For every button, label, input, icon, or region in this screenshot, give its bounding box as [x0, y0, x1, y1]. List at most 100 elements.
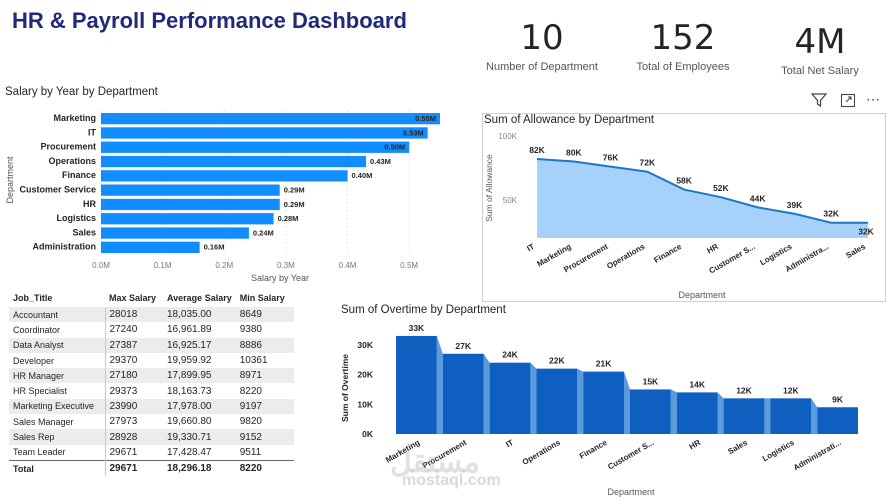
kpi-net-salary-label: Total Net Salary [781, 65, 859, 77]
min-salary-cell: 9197 [235, 398, 294, 415]
bar-connector [764, 398, 771, 434]
bar [489, 362, 531, 434]
data-label: 0.29M [284, 186, 305, 195]
allowance-chart-title: Sum of Allowance by Department [484, 114, 655, 126]
x-tick-label: Finance [652, 242, 683, 265]
category-label: HR [83, 199, 96, 209]
bar [770, 398, 812, 434]
category-label: Operations [48, 156, 96, 166]
min-salary-cell: 8886 [235, 337, 294, 353]
overtime-by-department-chart: 0K10K20K30K33KMarketing27KProcurement24K… [340, 323, 858, 497]
bar [396, 335, 437, 434]
x-tick-label: HR [705, 242, 720, 256]
table-row: HR Specialist 29373 18,163.73 8220 [9, 383, 294, 399]
x-axis-title: Department [678, 290, 726, 300]
watermark-url: mostaql.com [402, 472, 501, 489]
min-salary-cell: 8220 [239, 385, 262, 397]
bar [101, 227, 249, 239]
min-salary-cell: 10361 [239, 355, 268, 367]
bar-connector [811, 398, 818, 434]
average-salary-cell: 17,899.95 [163, 368, 236, 384]
min-salary-cell: 9820 [239, 416, 262, 428]
x-tick-label: IT [504, 438, 515, 449]
data-label: 0.24M [253, 228, 274, 237]
allowance-by-department-chart: 50K100K82KIT80KMarketing76KProcurement72… [484, 132, 875, 300]
category-label: IT [88, 127, 97, 137]
average-salary-cell: 17,978.00 [163, 398, 236, 415]
table-row: Sales Manager 27973 19,660.80 9820 [9, 414, 294, 430]
min-salary-cell: 9152 [235, 429, 294, 445]
data-label: 12K [783, 385, 799, 395]
table-row: Developer 29370 19,959.92 10361 [9, 352, 294, 369]
column-header-min-salary[interactable]: Min Salary [239, 293, 285, 303]
more-options-icon[interactable]: ⋯ [866, 91, 880, 107]
job-title-cell: Data Analyst [9, 337, 106, 353]
bar [817, 407, 858, 434]
max-salary-cell: 29671 [109, 446, 138, 458]
max-salary-cell: 29373 [109, 385, 138, 397]
job-title-cell: Marketing Executive [9, 398, 106, 415]
table-row: Coordinator 27240 16,961.89 9380 [9, 322, 294, 338]
table-row: Sales Rep 28928 19,330.71 9152 [9, 429, 294, 445]
data-label: 0.53M [403, 128, 424, 137]
area-line [536, 157, 868, 224]
filter-icon[interactable] [810, 92, 828, 113]
data-label: 12K [736, 385, 752, 395]
x-tick-label: Customer S... [606, 438, 655, 472]
x-tick-label: 0.2M [215, 261, 233, 270]
data-label: 72K [640, 158, 656, 168]
x-tick-label: 0.1M [154, 261, 172, 270]
category-label: Procurement [40, 142, 96, 152]
bar [630, 389, 671, 434]
bar [676, 392, 718, 434]
data-label: 82K [529, 145, 545, 155]
bar [101, 155, 367, 168]
y-tick-label: 100K [498, 132, 517, 141]
bar-connector [670, 389, 677, 434]
data-label: 32K [823, 209, 839, 219]
x-tick-label: HR [688, 438, 703, 452]
salary-by-job-table: Job_Title Max Salary Average Salary Min … [9, 289, 294, 477]
x-tick-label: 0.0M [92, 261, 110, 270]
area-fill [537, 158, 868, 238]
data-label: 0.28M [278, 214, 299, 223]
job-title-cell: Team Leader [9, 444, 106, 461]
y-tick-label: 20K [357, 370, 373, 380]
data-label: 24K [502, 350, 518, 360]
x-axis-title: Salary by Year [251, 273, 309, 283]
kpi-employees-value: 152 [650, 18, 716, 58]
data-label: 58K [676, 176, 692, 186]
average-salary-cell: 17,428.47 [167, 446, 212, 458]
data-label: 9K [832, 394, 844, 404]
y-tick-label: 50K [503, 196, 518, 205]
focus-mode-icon[interactable] [840, 93, 856, 113]
x-tick-label: Operations [605, 242, 647, 271]
bar [101, 113, 440, 125]
column-header-max-salary[interactable]: Max Salary [109, 293, 157, 303]
x-tick-label: 0.5M [400, 261, 418, 270]
table-row: Accountant 28018 18,035.00 8649 [9, 307, 294, 323]
x-tick-label: 0.4M [339, 261, 357, 270]
min-salary-cell: 9511 [239, 446, 262, 458]
data-label: 39K [787, 200, 803, 210]
column-header-job-title[interactable]: Job_Title [13, 293, 53, 303]
bar [101, 198, 280, 211]
job-title-cell: Developer [9, 352, 106, 369]
x-tick-label: Sales [726, 438, 749, 457]
bar [101, 213, 274, 225]
table-row: Team Leader 29671 17,428.47 9511 [9, 444, 294, 461]
y-axis-title: Sum of Overtime [340, 354, 350, 422]
bar-connector [530, 362, 537, 434]
table-total-row: Total 29671 18,296.18 8220 [9, 459, 294, 477]
data-label: 33K [409, 323, 425, 333]
max-salary-cell: 27180 [105, 368, 163, 384]
column-header-average-salary[interactable]: Average Salary [167, 293, 232, 303]
bar [442, 353, 484, 434]
bar [101, 170, 348, 182]
data-label: 15K [643, 376, 659, 386]
data-label: 32K [858, 227, 874, 237]
max-salary-cell: 28018 [105, 307, 163, 323]
bar [536, 368, 578, 434]
data-label: 52K [713, 183, 729, 193]
x-tick-label: Sales [844, 242, 867, 261]
